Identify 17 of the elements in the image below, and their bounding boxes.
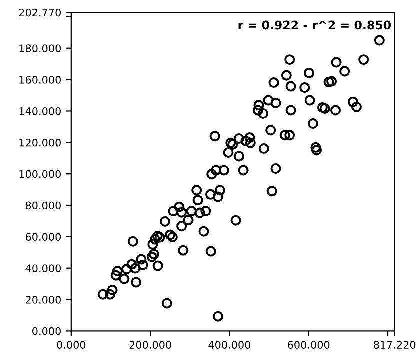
x-tick-label: 0.000 [57, 341, 86, 349]
y-tick-label: 40.000 [26, 264, 61, 272]
x-tick-label: 600.000 [288, 341, 330, 349]
x-tick-label: 400.000 [208, 341, 251, 349]
y-tick-label: 202.770 [19, 8, 61, 17]
annotation: r = 0.922 - r^2 = 0.850 [238, 20, 392, 30]
y-tick-label: 180.000 [20, 44, 61, 52]
y-tick-label: 80.000 [26, 202, 61, 210]
y-tick-label: 20.000 [26, 296, 61, 304]
y-tick-label: 100.000 [20, 170, 61, 178]
y-tick-label: 60.000 [26, 233, 61, 242]
y-tick-label: 120.000 [20, 138, 61, 147]
y-tick-label: 140.000 [20, 107, 61, 116]
y-tick-label: 0.000 [32, 327, 61, 336]
x-tick-label: 817.220 [374, 341, 416, 349]
x-tick-label: 200.000 [130, 341, 172, 349]
y-tick-label: 160.000 [20, 76, 61, 84]
